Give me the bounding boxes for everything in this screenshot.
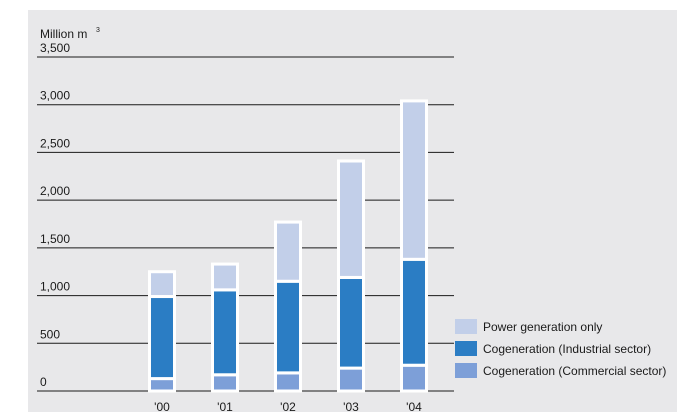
bar-segment bbox=[337, 366, 365, 393]
bar-segment bbox=[148, 270, 176, 299]
x-tick-labels: '00 '01 '02 '03 '04 bbox=[154, 400, 422, 414]
y-tick-label: 1,000 bbox=[40, 280, 70, 294]
y-tick-label: 2,000 bbox=[40, 184, 70, 198]
legend-label: Cogeneration (Commercial sector) bbox=[483, 364, 666, 378]
y-tick-label: 3,500 bbox=[40, 41, 70, 55]
bars bbox=[148, 99, 428, 393]
legend-swatch bbox=[455, 319, 477, 334]
x-tick-label: '02 bbox=[280, 400, 296, 414]
x-tick-label: '00 bbox=[154, 400, 170, 414]
y-tick-label: 0 bbox=[40, 375, 47, 389]
legend-swatch bbox=[455, 363, 477, 378]
y-tick-label: 3,000 bbox=[40, 89, 70, 103]
caption-strip bbox=[0, 0, 677, 10]
bar-segment bbox=[211, 373, 239, 393]
bar-segment bbox=[148, 377, 176, 393]
bar-segment bbox=[337, 159, 365, 279]
x-tick-label: '04 bbox=[406, 400, 422, 414]
y-tick-labels: 0 500 1,000 1,500 2,000 2,500 3,000 3,500 bbox=[40, 41, 70, 389]
y-axis-label-superscript: 3 bbox=[96, 27, 100, 34]
y-tick-label: 500 bbox=[40, 327, 60, 341]
legend-label: Power generation only bbox=[483, 320, 602, 334]
y-axis-label: Million m bbox=[40, 27, 87, 41]
bar-segment bbox=[400, 363, 428, 393]
bar-segment bbox=[274, 220, 302, 283]
x-tick-label: '03 bbox=[343, 400, 359, 414]
x-tick-label: '01 bbox=[217, 400, 233, 414]
bar-segment bbox=[274, 371, 302, 393]
bar-segment bbox=[148, 295, 176, 381]
bar-segment bbox=[337, 275, 365, 370]
bar-segment bbox=[400, 257, 428, 367]
y-tick-label: 2,500 bbox=[40, 136, 70, 150]
bar-segment bbox=[211, 262, 239, 292]
legend-label: Cogeneration (Industrial sector) bbox=[483, 342, 651, 356]
legend: Power generation only Cogeneration (Indus… bbox=[455, 319, 666, 378]
legend-swatch bbox=[455, 341, 477, 356]
gridlines bbox=[37, 56, 454, 392]
bar-segment bbox=[400, 99, 428, 261]
y-tick-label: 1,500 bbox=[40, 232, 70, 246]
bar-segment bbox=[211, 288, 239, 377]
bar-segment bbox=[274, 279, 302, 375]
